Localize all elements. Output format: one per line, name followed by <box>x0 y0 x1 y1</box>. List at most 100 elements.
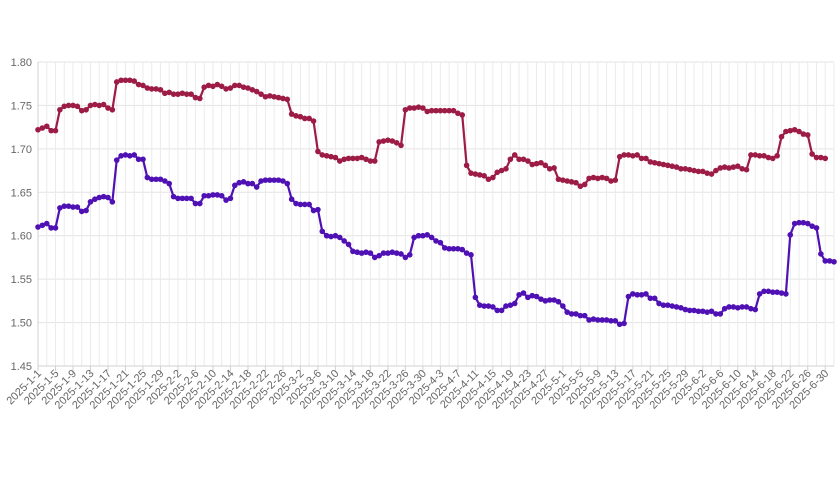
data-point[interactable] <box>441 245 448 251</box>
data-point[interactable] <box>271 93 277 100</box>
data-point[interactable] <box>761 153 767 159</box>
data-point[interactable] <box>288 196 295 203</box>
data-point[interactable] <box>455 245 461 252</box>
data-point[interactable] <box>538 159 544 166</box>
data-point[interactable] <box>520 290 527 296</box>
data-point[interactable] <box>420 232 426 239</box>
data-point[interactable] <box>197 95 203 102</box>
data-point[interactable] <box>371 158 378 164</box>
data-point[interactable] <box>555 298 562 305</box>
data-point[interactable] <box>756 291 763 297</box>
data-point[interactable] <box>468 170 474 176</box>
data-point[interactable] <box>608 178 614 184</box>
data-point[interactable] <box>78 208 85 215</box>
data-point[interactable] <box>293 113 299 119</box>
data-point[interactable] <box>323 153 330 159</box>
data-point[interactable] <box>87 199 94 205</box>
data-point[interactable] <box>87 102 94 109</box>
data-point[interactable] <box>546 166 553 172</box>
data-point[interactable] <box>468 252 474 258</box>
data-point[interactable] <box>415 232 422 239</box>
data-point[interactable] <box>665 162 671 169</box>
data-point[interactable] <box>157 86 164 93</box>
data-point[interactable] <box>634 291 640 298</box>
data-point[interactable] <box>669 303 675 309</box>
data-point[interactable] <box>682 306 689 313</box>
data-point[interactable] <box>83 207 89 214</box>
data-point[interactable] <box>297 201 304 208</box>
data-point[interactable] <box>170 91 177 97</box>
data-point[interactable] <box>43 220 50 227</box>
data-point[interactable] <box>778 133 785 140</box>
data-point[interactable] <box>476 302 483 309</box>
data-point[interactable] <box>704 170 710 176</box>
data-point[interactable] <box>284 180 291 187</box>
data-point[interactable] <box>708 308 715 315</box>
data-point[interactable] <box>253 88 260 95</box>
data-point[interactable] <box>144 85 151 91</box>
data-point[interactable] <box>651 295 658 302</box>
data-point[interactable] <box>791 126 798 133</box>
data-point[interactable] <box>100 193 107 200</box>
data-point[interactable] <box>752 152 759 158</box>
data-point[interactable] <box>341 156 347 163</box>
data-point[interactable] <box>621 320 627 327</box>
data-point[interactable] <box>118 153 124 159</box>
data-point[interactable] <box>100 101 107 108</box>
data-point[interactable] <box>223 86 229 92</box>
data-point[interactable] <box>385 250 391 256</box>
data-point[interactable] <box>92 101 98 108</box>
data-point[interactable] <box>74 103 81 110</box>
data-point[interactable] <box>481 303 487 309</box>
data-point[interactable] <box>599 174 605 181</box>
data-point[interactable] <box>205 192 212 199</box>
data-point[interactable] <box>691 167 697 174</box>
data-point[interactable] <box>437 239 444 246</box>
data-point[interactable] <box>332 154 339 161</box>
data-point[interactable] <box>437 107 444 114</box>
data-point[interactable] <box>568 179 575 185</box>
data-point[interactable] <box>402 106 409 113</box>
data-point[interactable] <box>660 161 667 168</box>
data-point[interactable] <box>96 194 103 201</box>
data-point[interactable] <box>476 172 483 178</box>
data-point[interactable] <box>485 176 492 183</box>
data-point[interactable] <box>616 153 623 160</box>
data-point[interactable] <box>555 176 562 183</box>
data-point[interactable] <box>507 302 514 309</box>
data-point[interactable] <box>358 154 365 161</box>
data-point[interactable] <box>83 106 89 113</box>
data-point[interactable] <box>245 85 251 91</box>
data-point[interactable] <box>310 207 317 214</box>
data-point[interactable] <box>236 179 242 186</box>
data-point[interactable] <box>398 251 404 257</box>
data-point[interactable] <box>135 156 142 163</box>
data-point[interactable] <box>267 177 273 183</box>
data-point[interactable] <box>197 200 203 207</box>
data-point[interactable] <box>236 82 242 89</box>
data-point[interactable] <box>288 111 295 117</box>
data-point[interactable] <box>144 174 151 181</box>
data-point[interactable] <box>459 112 466 118</box>
data-point[interactable] <box>525 294 531 301</box>
data-point[interactable] <box>140 156 146 163</box>
data-point[interactable] <box>616 321 623 328</box>
data-point[interactable] <box>743 166 750 173</box>
data-point[interactable] <box>328 153 334 160</box>
data-point[interactable] <box>57 106 63 113</box>
data-point[interactable] <box>210 192 216 198</box>
data-point[interactable] <box>363 156 369 163</box>
data-point[interactable] <box>721 305 728 312</box>
data-point[interactable] <box>227 85 234 91</box>
data-point[interactable] <box>301 115 308 122</box>
data-point[interactable] <box>393 250 400 256</box>
data-point[interactable] <box>818 154 824 161</box>
data-point[interactable] <box>590 316 597 322</box>
data-point[interactable] <box>608 318 614 324</box>
data-point[interactable] <box>65 203 72 209</box>
data-point[interactable] <box>695 308 702 315</box>
data-point[interactable] <box>796 128 802 135</box>
data-point[interactable] <box>105 194 111 201</box>
data-point[interactable] <box>643 155 649 162</box>
data-point[interactable] <box>450 245 457 252</box>
